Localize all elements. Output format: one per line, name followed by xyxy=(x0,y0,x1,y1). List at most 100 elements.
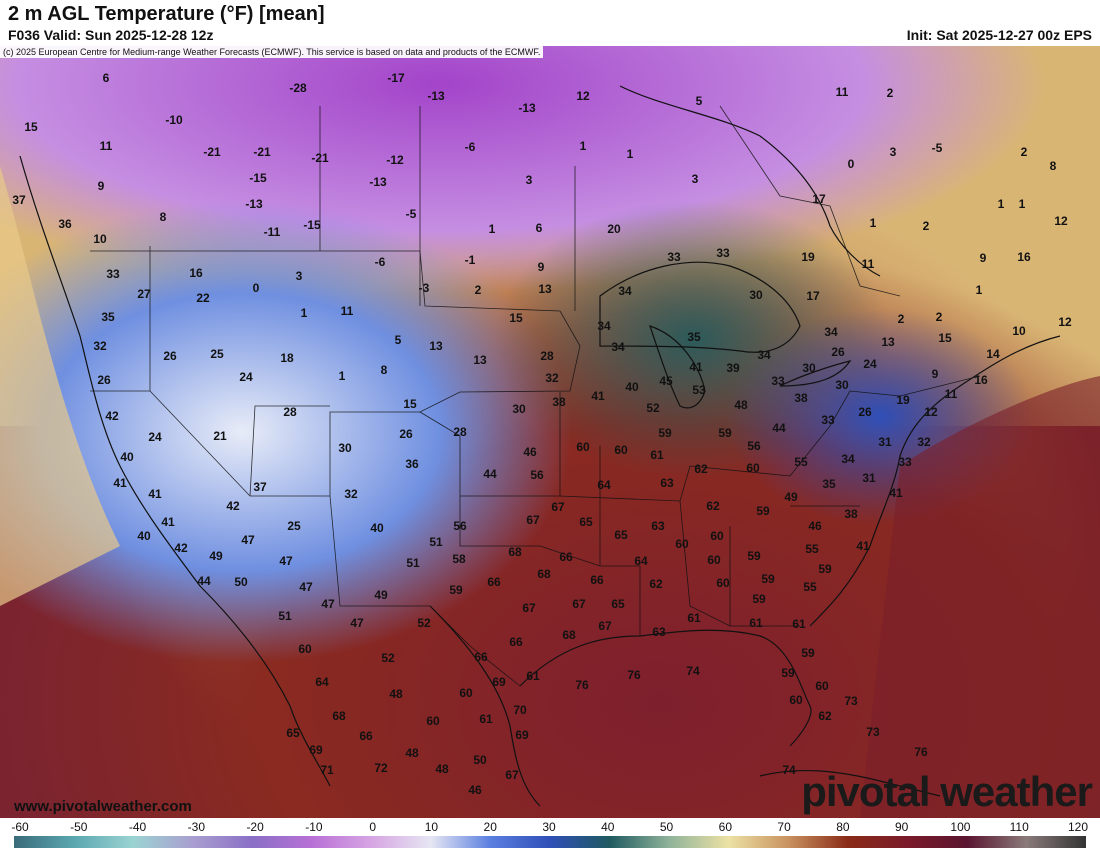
temperature-value: 34 xyxy=(611,340,625,354)
colorbar-tick-label: -40 xyxy=(128,820,147,834)
temperature-value: 69 xyxy=(492,675,506,689)
temperature-value: 33 xyxy=(898,455,912,469)
temperature-value: 64 xyxy=(597,478,611,492)
temperature-value: 30 xyxy=(835,378,849,392)
temperature-value: 18 xyxy=(280,351,294,365)
temperature-value: 9 xyxy=(98,179,105,193)
temperature-value: 59 xyxy=(658,426,672,440)
colorbar-tick-label: 70 xyxy=(777,820,791,834)
temperature-value: 66 xyxy=(474,650,488,664)
temperature-value: 72 xyxy=(374,761,388,775)
temperature-value: 11 xyxy=(341,304,354,318)
temperature-value: -6 xyxy=(375,255,386,269)
temperature-value: 16 xyxy=(1017,250,1031,264)
temperature-value: 2 xyxy=(887,86,894,100)
temperature-value: 74 xyxy=(686,664,700,678)
temperature-value: 24 xyxy=(148,430,162,444)
temperature-value: 28 xyxy=(453,425,467,439)
map-title: 2 m AGL Temperature (°F) [mean] xyxy=(8,3,325,25)
temperature-value: 76 xyxy=(914,745,928,759)
colorbar-tick-label: 80 xyxy=(836,820,850,834)
temperature-value: 55 xyxy=(794,455,808,469)
temperature-value: 49 xyxy=(374,588,388,602)
temperature-value: 67 xyxy=(598,619,612,633)
temperature-value: 67 xyxy=(505,768,519,782)
temperature-map[interactable]: 6 -28 -17 -13 12 -13 5 11 2 15 -10 11 -21 -21 -21 -12 -6… xyxy=(0,46,1100,818)
temperature-value: 24 xyxy=(863,357,877,371)
temperature-value: 46 xyxy=(808,519,822,533)
temperature-value: 48 xyxy=(435,762,449,776)
temperature-value: 24 xyxy=(239,370,253,384)
temperature-value: 8 xyxy=(381,363,388,377)
temperature-value: 68 xyxy=(508,545,522,559)
temperature-value: 55 xyxy=(803,580,817,594)
temperature-value: 67 xyxy=(551,500,565,514)
temperature-value: 38 xyxy=(552,395,566,409)
temperature-value: 62 xyxy=(694,462,708,476)
temperature-value: 3 xyxy=(890,145,897,159)
temperature-value: 62 xyxy=(818,709,832,723)
temperature-value: 60 xyxy=(426,714,440,728)
temperature-value: 8 xyxy=(160,210,167,224)
temperature-value: 53 xyxy=(692,383,706,397)
temperature-value: 59 xyxy=(449,583,463,597)
temperature-value: 67 xyxy=(522,601,536,615)
temperature-value: 66 xyxy=(359,729,373,743)
temperature-value: 5 xyxy=(696,94,703,108)
temperature-value: 2 xyxy=(936,310,943,324)
temperature-value: -3 xyxy=(419,281,430,295)
temperature-value: 8 xyxy=(1050,159,1057,173)
temperature-value: 15 xyxy=(938,331,952,345)
temperature-value: 28 xyxy=(283,405,297,419)
temperature-value: 58 xyxy=(452,552,466,566)
temperature-value: 60 xyxy=(459,686,473,700)
temperature-value: 11 xyxy=(836,85,849,99)
colorbar-tick-label: 0 xyxy=(369,820,376,834)
temperature-value: 45 xyxy=(659,374,673,388)
temperature-value: 40 xyxy=(625,380,639,394)
temperature-value: 56 xyxy=(747,439,761,453)
temperature-value: 41 xyxy=(889,486,903,500)
temperature-value: 51 xyxy=(278,609,292,623)
temperature-value: 30 xyxy=(512,402,526,416)
temperature-value: 31 xyxy=(862,471,876,485)
website-label[interactable]: www.pivotalweather.com xyxy=(14,798,192,815)
colorbar-tick-label: 120 xyxy=(1067,820,1089,834)
temperature-value: 64 xyxy=(315,675,329,689)
colorbar-tick-label: 90 xyxy=(894,820,909,834)
temperature-value: 12 xyxy=(1058,315,1072,329)
temperature-value: 36 xyxy=(405,457,419,471)
temperature-value: 49 xyxy=(209,549,223,563)
temperature-value: 32 xyxy=(917,435,931,449)
temperature-value: 9 xyxy=(932,367,939,381)
temperature-value: 67 xyxy=(572,597,586,611)
colorbar-tick-label: 110 xyxy=(1009,820,1029,834)
state-borders xyxy=(90,105,981,687)
temperature-value: 26 xyxy=(97,373,111,387)
temperature-value: 41 xyxy=(148,487,162,501)
temperature-value: 15 xyxy=(403,397,417,411)
temperature-value: 1 xyxy=(627,147,634,161)
temperature-value: 41 xyxy=(856,539,870,553)
temperature-value: 60 xyxy=(298,642,312,656)
temperature-value: 6 xyxy=(536,221,543,235)
temperature-value: 20 xyxy=(607,222,621,236)
temperature-value: 37 xyxy=(12,193,26,207)
colorbar-tick-label: 50 xyxy=(659,820,674,834)
temperature-value: 60 xyxy=(675,537,689,551)
temperature-value: 59 xyxy=(756,504,770,518)
temperature-value: 59 xyxy=(718,426,732,440)
temperature-value: -28 xyxy=(289,81,307,95)
temperature-value: 48 xyxy=(734,398,748,412)
colorbar: -60 -50 -40 -30 -20 -10 0 10 20 30 40 50 60 70 80 90 100… xyxy=(0,818,1100,850)
temperature-value: 42 xyxy=(174,541,188,555)
temperature-value: 66 xyxy=(487,575,501,589)
colorbar-tick-label: 100 xyxy=(950,820,971,834)
temperature-value: 13 xyxy=(429,339,443,353)
temperature-value: 1 xyxy=(580,139,587,153)
temperature-value: 3 xyxy=(296,269,303,283)
temperature-value: 65 xyxy=(286,726,300,740)
colorbar-tick-label: 60 xyxy=(718,820,733,834)
temperature-value: 61 xyxy=(749,616,763,630)
temperature-value: 30 xyxy=(749,288,763,302)
